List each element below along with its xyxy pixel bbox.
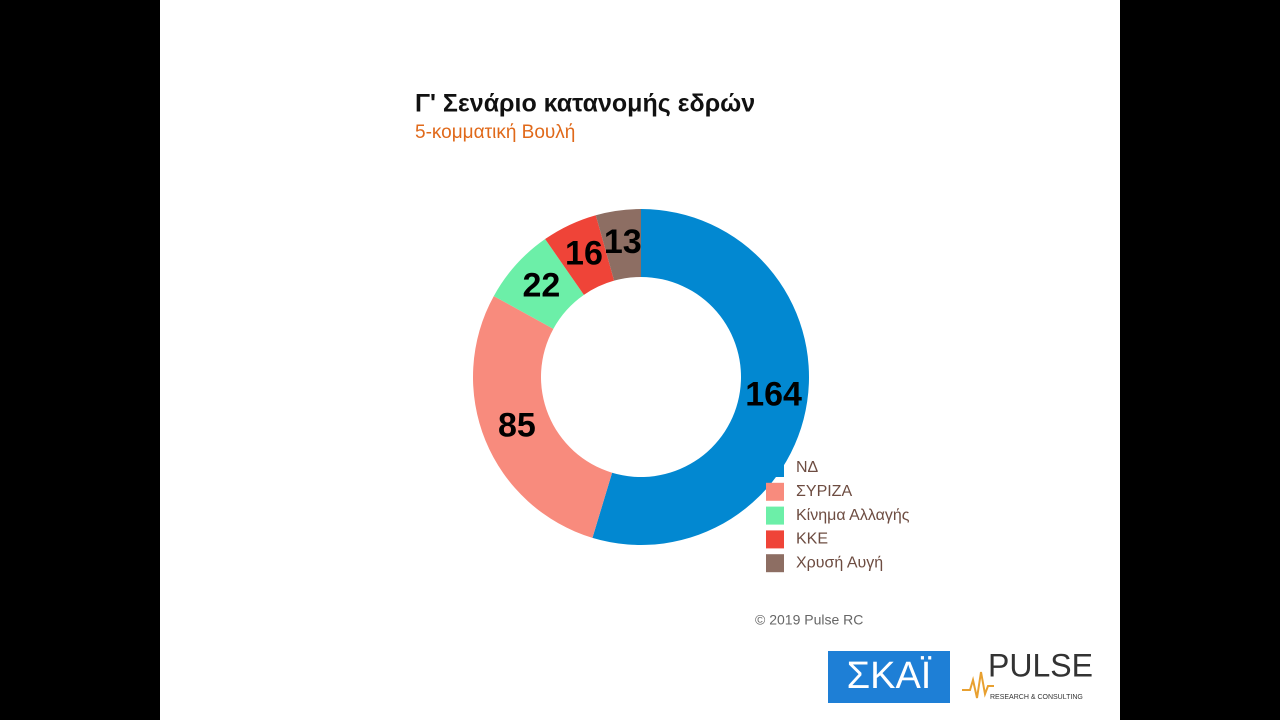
legend-label: Κίνημα Αλλαγής: [796, 507, 910, 524]
legend-swatch: [766, 482, 784, 501]
value-label: 164: [745, 376, 802, 414]
slice: [595, 209, 641, 281]
value-label: 22: [523, 266, 561, 304]
slice: [472, 296, 613, 538]
source: © 2019 Pulse RC: [755, 612, 863, 628]
legend-label: ΝΔ: [796, 459, 819, 476]
legend-swatch: [766, 530, 784, 549]
chart-subtitle: 5-κομματική Βουλή: [415, 122, 575, 143]
legend-swatch: [766, 506, 784, 525]
legend-swatch: [766, 554, 784, 573]
value-label: 85: [498, 407, 536, 445]
legend-label: ΚΚΕ: [796, 531, 828, 548]
pulse-tagline: RESEARCH & CONSULTING: [990, 694, 1083, 701]
value-label: 13: [604, 223, 642, 261]
slice: [592, 209, 809, 545]
value-label: 16: [565, 235, 603, 273]
legend-swatch: [766, 459, 784, 477]
slice: [493, 239, 584, 329]
chart-title: Γ' Σενάριο κατανομής εδρών: [415, 90, 755, 118]
skai-logo-text: ΣΚΑΪ: [847, 655, 932, 697]
slice: [545, 215, 615, 295]
legend-label: Χρυσή Αυγή: [796, 554, 883, 571]
pulse-logo: PULSE: [988, 647, 1093, 683]
pulse-icon: [962, 671, 994, 699]
legend-label: ΣΥΡΙΖΑ: [796, 483, 852, 500]
slide: [160, 0, 1120, 720]
skai-logo: [828, 651, 950, 703]
